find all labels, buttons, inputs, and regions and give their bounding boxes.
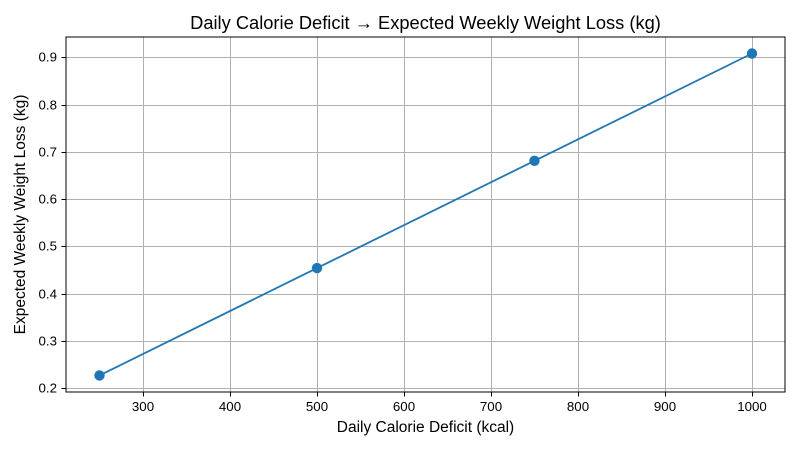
svg-text:0.9: 0.9: [39, 50, 58, 65]
svg-text:0.2: 0.2: [39, 381, 58, 396]
svg-text:Daily Calorie Deficit (kcal): Daily Calorie Deficit (kcal): [337, 419, 514, 436]
svg-text:0.6: 0.6: [39, 192, 58, 207]
svg-text:Expected Weekly Weight Loss (k: Expected Weekly Weight Loss (kg): [12, 95, 29, 335]
svg-text:0.4: 0.4: [39, 287, 58, 302]
svg-text:700: 700: [480, 399, 502, 414]
svg-text:900: 900: [654, 399, 676, 414]
svg-text:400: 400: [219, 399, 241, 414]
svg-text:0.8: 0.8: [39, 98, 58, 113]
svg-text:Daily Calorie Deficit → Expect: Daily Calorie Deficit → Expected Weekly …: [190, 12, 661, 33]
svg-text:800: 800: [567, 399, 589, 414]
svg-text:1000: 1000: [737, 399, 767, 414]
svg-text:0.5: 0.5: [39, 239, 58, 254]
svg-text:0.3: 0.3: [39, 334, 58, 349]
svg-text:300: 300: [132, 399, 154, 414]
svg-text:600: 600: [393, 399, 415, 414]
svg-text:500: 500: [306, 399, 328, 414]
svg-text:0.7: 0.7: [39, 145, 58, 160]
